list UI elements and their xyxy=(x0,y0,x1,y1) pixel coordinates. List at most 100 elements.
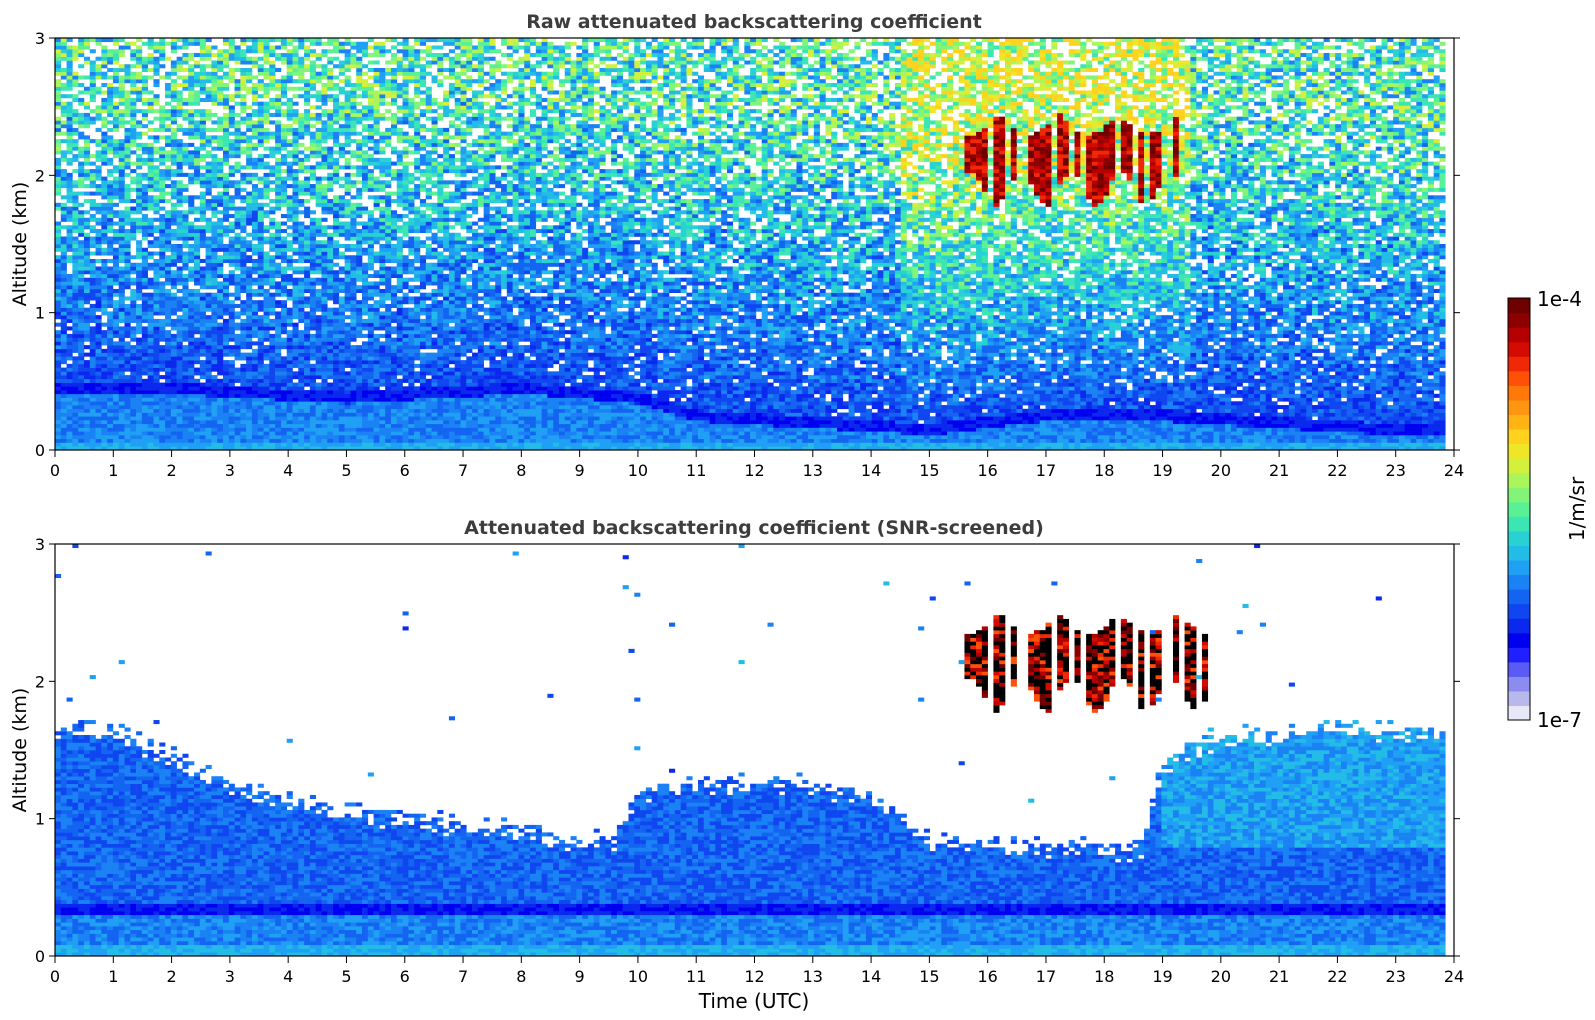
heatmap-cell xyxy=(246,90,253,95)
heatmap-cell xyxy=(130,161,137,166)
heatmap-cell xyxy=(159,296,166,301)
heatmap-cell xyxy=(304,52,311,58)
heatmap-cell xyxy=(147,101,154,106)
heatmap-cell xyxy=(338,199,345,204)
heatmap-cell xyxy=(78,255,85,260)
heatmap-cell xyxy=(269,360,276,365)
heatmap-cell xyxy=(124,120,131,125)
heatmap-cell xyxy=(338,255,345,260)
heatmap-cell xyxy=(188,435,195,440)
heatmap-cell xyxy=(112,112,120,117)
heatmap-cell xyxy=(269,348,276,353)
heatmap-cell xyxy=(257,356,264,361)
heatmap-cell xyxy=(315,270,322,275)
heatmap-cell xyxy=(112,273,120,279)
heatmap-cell xyxy=(60,427,67,432)
heatmap-cell xyxy=(327,150,334,155)
heatmap-cell xyxy=(95,142,102,147)
heatmap-cell xyxy=(60,266,67,271)
heatmap-cell xyxy=(286,172,293,177)
heatmap-cell xyxy=(147,56,154,61)
heatmap-cell xyxy=(176,157,183,162)
heatmap-cell xyxy=(367,431,374,436)
heatmap-cell xyxy=(176,412,183,417)
heatmap-cell xyxy=(55,341,62,346)
heatmap-cell xyxy=(263,82,270,87)
heatmap-cell xyxy=(269,60,276,65)
heatmap-cell xyxy=(246,45,253,50)
heatmap-cell xyxy=(263,266,270,271)
heatmap-cell xyxy=(234,180,241,185)
heatmap-cell xyxy=(333,438,340,443)
heatmap-cell xyxy=(89,97,96,102)
heatmap-cell xyxy=(136,285,143,290)
heatmap-cell xyxy=(344,127,351,132)
heatmap-cell xyxy=(83,330,91,335)
heatmap-cell xyxy=(327,371,334,376)
heatmap-cell xyxy=(60,378,67,383)
heatmap-cell xyxy=(240,180,247,185)
heatmap-cell xyxy=(89,333,96,338)
heatmap-cell xyxy=(234,165,241,170)
heatmap-cell xyxy=(263,300,270,305)
heatmap-cell xyxy=(72,416,79,421)
heatmap-cell xyxy=(292,64,299,69)
heatmap-cell xyxy=(304,341,311,346)
heatmap-cell xyxy=(165,382,172,387)
heatmap-cell xyxy=(367,255,374,260)
heatmap-cell xyxy=(78,390,85,395)
heatmap-cell xyxy=(304,315,311,320)
heatmap-cell xyxy=(89,352,96,357)
heatmap-cell xyxy=(55,64,62,69)
heatmap-cell xyxy=(170,45,177,50)
heatmap-cell xyxy=(275,427,282,432)
heatmap-cell xyxy=(83,184,91,189)
heatmap-cell xyxy=(356,75,363,80)
heatmap-cell xyxy=(356,56,363,61)
heatmap-cell xyxy=(159,311,166,316)
heatmap-cell xyxy=(315,315,322,320)
heatmap-cell xyxy=(211,180,218,185)
heatmap-cell xyxy=(182,273,189,279)
heatmap-cell xyxy=(159,240,166,245)
heatmap-cell xyxy=(130,435,137,440)
heatmap-cell xyxy=(298,405,305,410)
heatmap-cell xyxy=(176,214,183,219)
heatmap-cell xyxy=(66,131,73,136)
heatmap-cell xyxy=(309,184,316,189)
heatmap-cell xyxy=(309,255,316,260)
heatmap-cell xyxy=(350,307,357,312)
heatmap-cell xyxy=(350,255,357,260)
heatmap-cell xyxy=(60,277,67,282)
heatmap-cell xyxy=(338,251,345,256)
heatmap-cell xyxy=(333,273,340,279)
heatmap-cell xyxy=(333,386,340,391)
heatmap-cell xyxy=(141,363,148,368)
heatmap-cell xyxy=(356,60,363,65)
heatmap-cell xyxy=(89,206,96,211)
heatmap-cell xyxy=(199,360,206,365)
heatmap-cell xyxy=(55,150,62,155)
heatmap-cell xyxy=(309,232,316,237)
heatmap-cell xyxy=(234,333,241,338)
heatmap-cell xyxy=(263,262,270,267)
heatmap-cell xyxy=(165,135,172,140)
heatmap-cell xyxy=(211,206,218,211)
heatmap-cell xyxy=(286,397,293,402)
heatmap-cell xyxy=(333,45,340,50)
heatmap-cell xyxy=(118,157,125,162)
heatmap-cell xyxy=(188,97,195,102)
heatmap-cell xyxy=(170,206,177,211)
heatmap-cell xyxy=(211,127,218,132)
heatmap-cell xyxy=(205,446,212,450)
heatmap-cell xyxy=(89,229,96,234)
heatmap-cell xyxy=(147,296,154,301)
heatmap-cell xyxy=(124,273,131,279)
heatmap-cell xyxy=(275,150,282,155)
heatmap-cell xyxy=(246,438,253,443)
heatmap-cell xyxy=(130,412,137,417)
heatmap-cell xyxy=(60,367,67,372)
heatmap-cell xyxy=(275,202,282,207)
heatmap-cell xyxy=(350,371,357,376)
heatmap-cell xyxy=(83,300,91,305)
